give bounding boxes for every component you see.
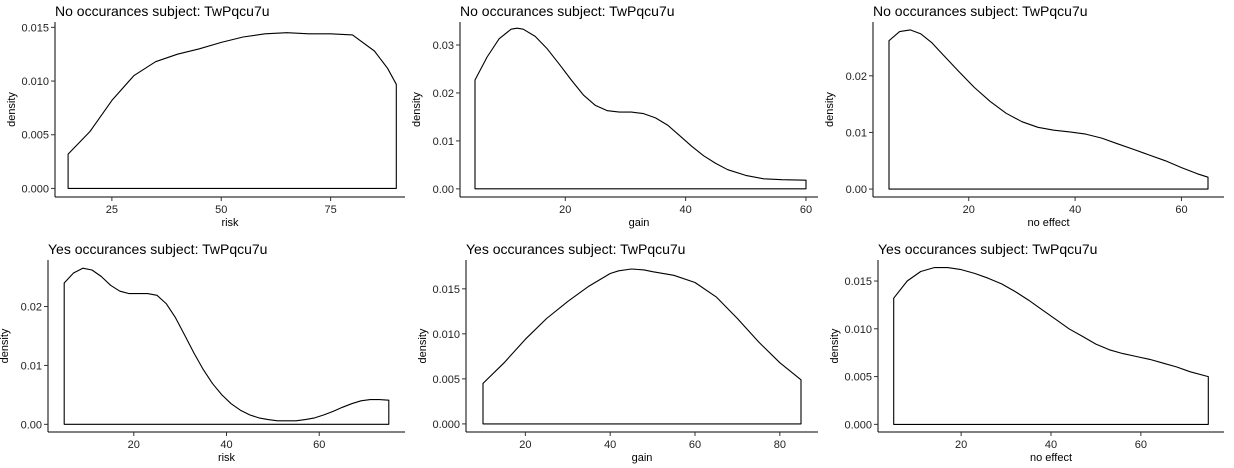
chart-2-ylabel: density [824,92,836,127]
chart-0-ytick-label-1: 0.005 [21,130,49,142]
chart-1-xtick-label-1: 40 [680,204,692,216]
chart-5-ytick-label-3: 0.015 [844,276,872,288]
chart-4-title: Yes occurances subject: TwPqcu7u [466,241,685,257]
chart-1-title: No occurances subject: TwPqcu7u [460,3,675,19]
chart-2-xtick-label-0: 20 [963,204,975,216]
chart-3-ytick-label-1: 0.01 [21,360,42,372]
chart-2-xtick-label-1: 40 [1069,204,1081,216]
chart-4-density-series-0 [482,268,802,425]
chart-5-ytick-label-1: 0.005 [844,372,872,384]
chart-4-ytick-label-2: 0.010 [432,329,460,341]
chart-4-ytick-label-1: 0.005 [432,374,460,386]
chart-2-ytick-label-1: 0.01 [846,127,867,139]
chart-5-xlabel: no effect [1030,452,1072,464]
chart-0-ytick-label-2: 0.010 [21,76,49,88]
chart-1-density-series-0 [474,27,807,190]
chart-5-xtick-label-2: 60 [1135,439,1147,451]
chart-2-ytick-label-0: 0.00 [846,184,867,196]
chart-4-ytick-label-0: 0.000 [432,419,460,431]
chart-1-ytick-label-0: 0.00 [433,184,454,196]
chart-1-ytick-label-3: 0.03 [433,40,454,52]
chart-2-density-series-0 [888,29,1209,190]
chart-3-xtick-label-0: 20 [128,439,140,451]
chart-3-ytick-label-2: 0.02 [21,302,42,314]
chart-4-ytick-label-3: 0.015 [432,284,460,296]
chart-5-ytick-label-2: 0.010 [844,324,872,336]
chart-1-xtick-label-0: 20 [559,204,571,216]
chart-3-ytick-label-0: 0.00 [21,419,42,431]
chart-3-xtick-label-1: 40 [220,439,232,451]
chart-4-xtick-label-3: 80 [774,439,786,451]
chart-1-xlabel: gain [629,217,650,229]
chart-4-xtick-label-2: 60 [689,439,701,451]
chart-3-ylabel: density [0,328,11,363]
chart-0-ylabel: density [6,92,18,127]
chart-0-ytick-label-3: 0.015 [21,22,49,34]
chart-5-title: Yes occurances subject: TwPqcu7u [878,241,1097,257]
chart-4-xtick-label-1: 40 [604,439,616,451]
chart-1-ytick-label-1: 0.01 [433,136,454,148]
chart-0-ytick-label-0: 0.000 [21,183,49,195]
chart-5-ylabel: density [829,328,841,363]
chart-0-xtick-label-2: 75 [325,204,337,216]
chart-4-ylabel: density [417,328,429,363]
chart-2-title: No occurances subject: TwPqcu7u [873,3,1088,19]
chart-5-ytick-label-0: 0.000 [844,419,872,431]
chart-5-xtick-label-1: 40 [1045,439,1057,451]
chart-0-xtick-label-1: 50 [215,204,227,216]
chart-0-xtick-label-0: 25 [106,204,118,216]
chart-0-title: No occurances subject: TwPqcu7u [55,3,270,19]
chart-5-density-series-0 [893,267,1209,425]
chart-1-ytick-label-2: 0.02 [433,88,454,100]
chart-4-xtick-label-0: 20 [519,439,531,451]
chart-3-density-series-0 [63,267,390,425]
chart-1-ylabel: density [411,92,423,127]
chart-4-xlabel: gain [632,452,653,464]
chart-3-xtick-label-2: 60 [313,439,325,451]
chart-3-title: Yes occurances subject: TwPqcu7u [48,241,267,257]
chart-1-xtick-label-2: 60 [800,204,812,216]
chart-5-xtick-label-0: 20 [955,439,967,451]
chart-2-xtick-label-2: 60 [1175,204,1187,216]
chart-0-xlabel: risk [221,217,239,229]
chart-0-density-series-0 [67,32,397,189]
chart-2-xlabel: no effect [1028,217,1070,229]
chart-3-xlabel: risk [218,452,236,464]
chart-2-ytick-label-2: 0.02 [846,71,867,83]
